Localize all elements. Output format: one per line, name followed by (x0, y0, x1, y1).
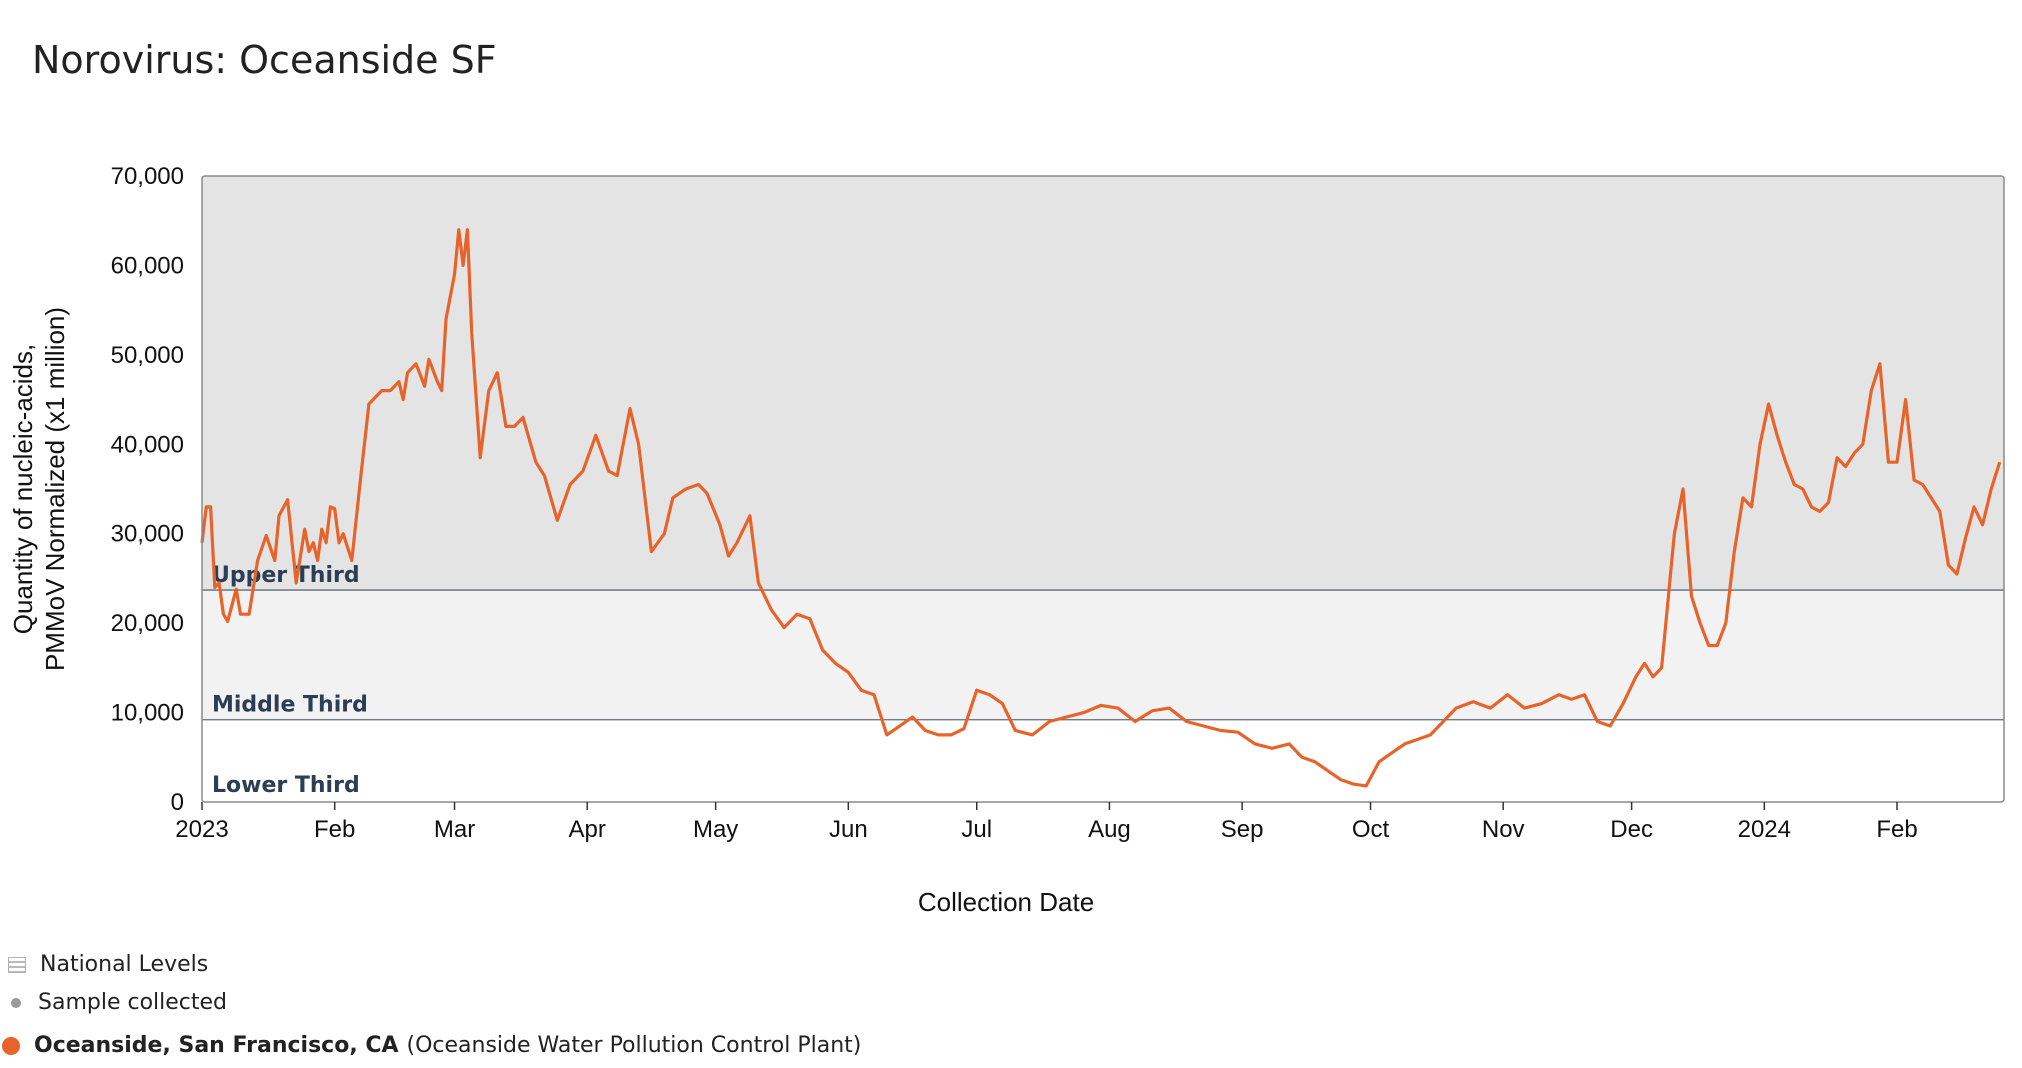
band-label-upper-third: Upper Third (212, 563, 360, 588)
x-axis-ticks: 2023 Feb Mar Apr May Jun Jul Aug Sep Oct Nov Dec 202… (175, 802, 1918, 843)
y-axis-title-line1: Quantity of nucleic-acids, (8, 344, 38, 634)
x-tick-label: 2023 (175, 816, 228, 843)
y-tick-label: 40,000 (111, 431, 184, 458)
plot-frame (201, 175, 2005, 803)
x-tick-label: Apr (569, 816, 606, 843)
y-tick-label: 50,000 (111, 342, 184, 369)
x-tick-label: Aug (1088, 816, 1131, 843)
band-upper-third (202, 176, 2004, 591)
x-tick-label: Feb (314, 816, 355, 843)
x-tick-label: Mar (434, 816, 475, 843)
legend-site-plant: (Oceanside Water Pollution Control Plant… (406, 1033, 862, 1058)
x-tick-label: Jun (829, 816, 868, 843)
band-boundaries (202, 589, 2004, 721)
x-axis-title: Collection Date (918, 887, 1094, 917)
national-levels-swatch-icon (8, 956, 26, 973)
series-line-oceanside (200, 228, 2002, 788)
site-dot-icon (2, 1036, 20, 1055)
x-tick-label: Jul (961, 816, 992, 843)
x-tick-label: 2024 (1738, 816, 1791, 843)
band-lower-third (202, 719, 2004, 802)
sample-dot-icon (11, 997, 21, 1008)
legend-sample-collected[interactable]: Sample collected (8, 990, 227, 1015)
y-tick-label: 70,000 (111, 163, 184, 190)
band-labels: Lower Third Middle Third Upper Third (212, 563, 368, 798)
x-tick-label: Sep (1221, 816, 1264, 843)
band-label-lower-third: Lower Third (212, 773, 360, 798)
legend-sample-label: Sample collected (38, 990, 228, 1015)
band-label-middle-third: Middle Third (212, 693, 368, 718)
x-tick-label: Feb (1876, 816, 1917, 843)
legend-site-name: Oceanside, San Francisco, CA (34, 1033, 399, 1058)
y-tick-label: 20,000 (111, 610, 184, 637)
x-tick-label: Oct (1352, 816, 1390, 843)
y-tick-label: 10,000 (111, 700, 184, 727)
y-axis-ticks: 0 10,000 20,000 30,000 40,000 50,000 60,000 70,… (111, 163, 184, 816)
legend-site[interactable]: Oceanside, San Francisco, CA (Oceanside … (2, 1033, 862, 1058)
y-tick-label: 0 (171, 789, 184, 816)
x-tick-label: May (693, 816, 738, 843)
y-axis-title-line2: PMMoV Normalized (x1 million) (40, 307, 70, 671)
x-tick-label: Dec (1610, 816, 1653, 843)
level-bands (202, 176, 2004, 802)
chart-title: Norovirus: Oceanside SF (32, 38, 497, 82)
band-middle-third (202, 590, 2004, 720)
legend-national-label: National Levels (40, 952, 209, 977)
x-tick-label: Nov (1482, 816, 1525, 843)
y-tick-label: 60,000 (111, 252, 184, 279)
y-tick-label: 30,000 (111, 521, 184, 548)
legend-national-levels[interactable]: National Levels (8, 952, 208, 977)
